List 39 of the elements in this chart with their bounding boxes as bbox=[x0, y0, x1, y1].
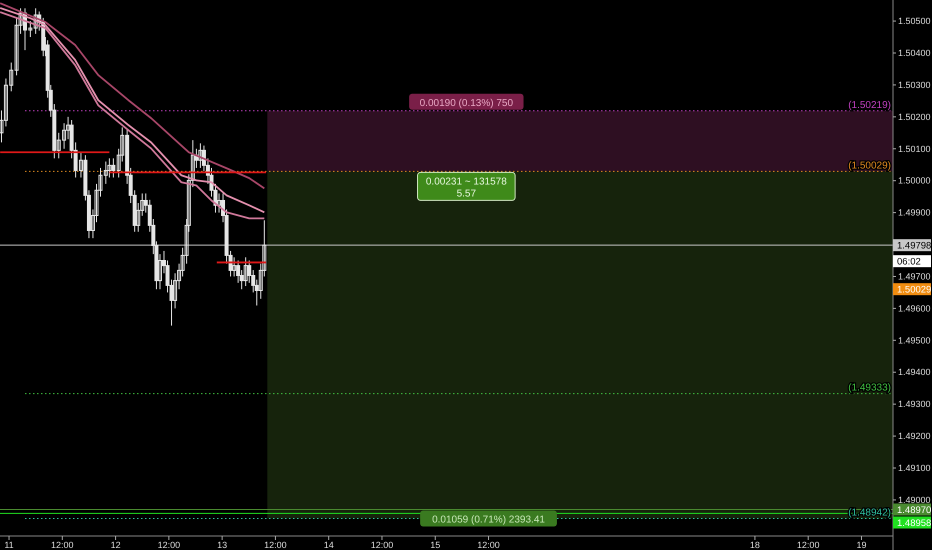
x-tick-label: 12:00 bbox=[370, 540, 394, 550]
y-tick-label: 1.50200 bbox=[898, 112, 931, 122]
ref-line-label: (1.49333) bbox=[848, 382, 891, 394]
ref-line-label: (1.50029) bbox=[848, 160, 891, 172]
y-tick-label: 1.49200 bbox=[898, 431, 931, 442]
text: 1.50029 bbox=[897, 284, 932, 296]
ref-line-label: 1.48970 bbox=[897, 505, 932, 516]
x-tick-label: 11 bbox=[4, 540, 14, 550]
x-tick-label: 13 bbox=[217, 540, 228, 550]
y-tick-label: 1.49600 bbox=[898, 303, 931, 314]
ref-line-label: 1.49798 bbox=[897, 240, 932, 252]
y-tick-label: 1.50500 bbox=[898, 16, 931, 26]
x-tick-label: 14 bbox=[324, 540, 334, 550]
ref-line-label: 1.48958 bbox=[897, 518, 932, 530]
y-tick-label: 1.49700 bbox=[898, 271, 931, 282]
x-tick-label: 12:00 bbox=[51, 540, 74, 550]
y-tick-label: 1.49400 bbox=[898, 367, 931, 378]
ref-line-label: (1.50219) bbox=[848, 100, 891, 111]
x-tick-label: 19 bbox=[856, 540, 866, 550]
y-tick-label: 1.50100 bbox=[898, 144, 931, 154]
annotation: 0.00190 (0.13%) 750 bbox=[420, 98, 514, 109]
x-tick-label: 12 bbox=[110, 540, 121, 550]
y-tick-label: 1.49000 bbox=[898, 494, 931, 505]
y-tick-label: 1.50300 bbox=[898, 80, 931, 90]
x-tick-label: 12:00 bbox=[796, 540, 820, 550]
y-tick-label: 1.49100 bbox=[898, 463, 931, 473]
annotation: 0.01059 (0.71%) 2393.41 bbox=[432, 514, 546, 526]
x-tick-label: 12:00 bbox=[477, 540, 500, 550]
y-tick-label: 1.49900 bbox=[898, 208, 931, 218]
y-tick-label: 1.49500 bbox=[898, 335, 931, 346]
y-tick-label: 1.50000 bbox=[898, 176, 931, 186]
y-tick-label: 1.49300 bbox=[898, 399, 931, 410]
y-tick-label: 1.50400 bbox=[898, 48, 931, 58]
x-tick-label: 18 bbox=[750, 540, 760, 550]
x-tick-label: 12:00 bbox=[158, 540, 180, 550]
annotation: 0.00231 ~ 131578 5.57 bbox=[426, 176, 508, 200]
text: 06:02 bbox=[897, 256, 921, 268]
x-tick-label: 15 bbox=[430, 540, 440, 550]
x-tick-label: 12:00 bbox=[264, 540, 287, 550]
